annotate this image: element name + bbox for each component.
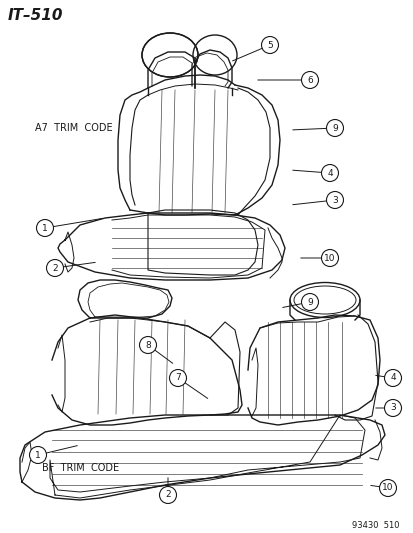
Text: 3: 3 bbox=[331, 196, 337, 205]
Circle shape bbox=[379, 480, 396, 497]
Circle shape bbox=[301, 71, 318, 88]
Circle shape bbox=[169, 369, 186, 386]
Text: 93430  510: 93430 510 bbox=[351, 521, 399, 530]
Text: 5: 5 bbox=[266, 41, 272, 50]
Text: 7: 7 bbox=[175, 374, 180, 383]
Text: 4: 4 bbox=[326, 168, 332, 177]
Text: IT–510: IT–510 bbox=[8, 8, 63, 23]
Circle shape bbox=[384, 369, 401, 386]
Circle shape bbox=[321, 165, 338, 182]
Text: 4: 4 bbox=[389, 374, 395, 383]
Text: BF  TRIM  CODE: BF TRIM CODE bbox=[42, 463, 119, 473]
Text: 3: 3 bbox=[389, 403, 395, 413]
Text: 2: 2 bbox=[52, 263, 58, 272]
Circle shape bbox=[321, 249, 338, 266]
Circle shape bbox=[46, 260, 63, 277]
Text: 9: 9 bbox=[331, 124, 337, 133]
Circle shape bbox=[261, 36, 278, 53]
Text: 10: 10 bbox=[381, 483, 393, 492]
Text: 2: 2 bbox=[165, 490, 171, 499]
Circle shape bbox=[159, 487, 176, 504]
Circle shape bbox=[36, 220, 53, 237]
Text: 1: 1 bbox=[42, 223, 48, 232]
Text: 6: 6 bbox=[306, 76, 312, 85]
Circle shape bbox=[301, 294, 318, 311]
Text: 9: 9 bbox=[306, 297, 312, 306]
Circle shape bbox=[326, 191, 343, 208]
Circle shape bbox=[139, 336, 156, 353]
Text: 10: 10 bbox=[323, 254, 335, 262]
Circle shape bbox=[326, 119, 343, 136]
Text: 8: 8 bbox=[145, 341, 150, 350]
Text: A7  TRIM  CODE: A7 TRIM CODE bbox=[35, 123, 112, 133]
Circle shape bbox=[384, 400, 401, 416]
Text: 1: 1 bbox=[35, 450, 41, 459]
Circle shape bbox=[29, 447, 46, 464]
